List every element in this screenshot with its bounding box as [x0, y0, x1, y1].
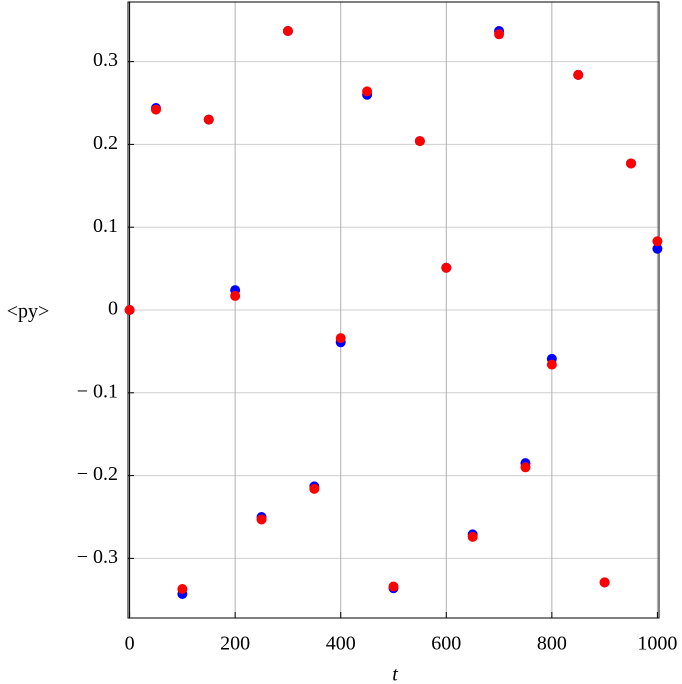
point: [203, 114, 214, 125]
point: [177, 584, 188, 595]
y-tick-label: − 0.3: [77, 546, 118, 568]
y-axis-label: <py>: [7, 301, 50, 323]
y-tick-label: − 0.1: [77, 380, 118, 402]
y-tick-label: 0.2: [93, 132, 118, 154]
point: [230, 290, 241, 301]
x-tick-label: 200: [220, 633, 250, 655]
x-tick-label: 600: [431, 633, 461, 655]
x-axis-label: t: [392, 664, 398, 684]
point: [388, 581, 399, 592]
point: [494, 29, 505, 40]
point: [282, 25, 293, 36]
point: [256, 514, 267, 525]
x-tick-label: 400: [326, 633, 356, 655]
point: [546, 359, 557, 370]
y-tick-label: 0.1: [93, 215, 118, 237]
point: [652, 243, 663, 254]
point: [599, 577, 610, 588]
x-tick-label: 1000: [637, 633, 677, 655]
point: [441, 262, 452, 273]
y-tick-label: 0.3: [93, 49, 118, 71]
point: [626, 158, 637, 169]
point: [414, 136, 425, 147]
point: [150, 104, 161, 115]
point: [362, 86, 373, 97]
y-tick-label: 0: [108, 298, 118, 320]
point: [652, 236, 663, 247]
point: [573, 69, 584, 80]
point: [309, 483, 320, 494]
point: [467, 531, 478, 542]
x-tick-label: 0: [125, 633, 135, 655]
point: [335, 333, 346, 344]
y-tick-label: − 0.2: [77, 463, 118, 485]
point: [124, 305, 135, 315]
point: [520, 462, 531, 473]
x-tick-label: 800: [537, 633, 567, 655]
